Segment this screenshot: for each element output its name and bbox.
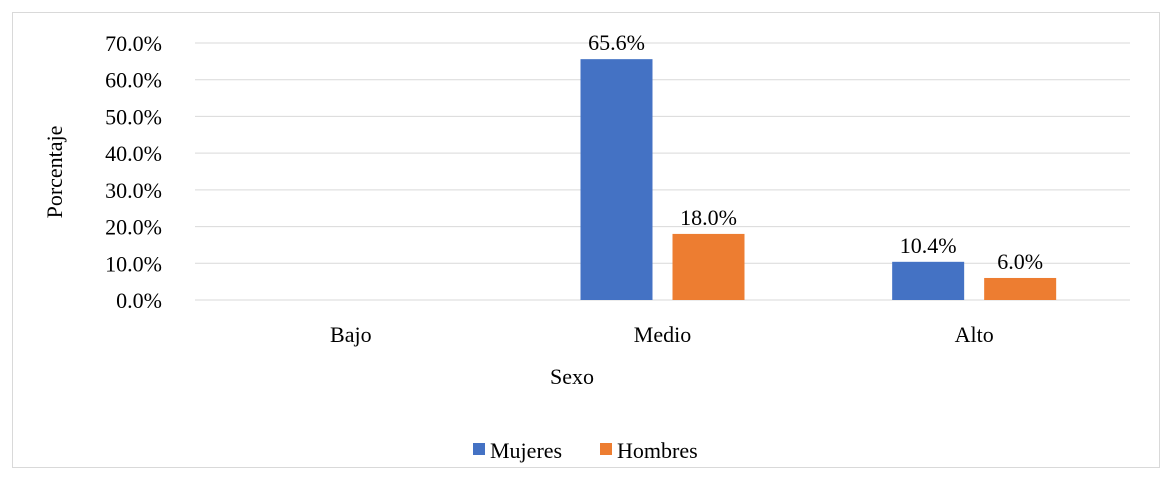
y-tick-label: 20.0% xyxy=(105,215,162,240)
y-tick-label: 70.0% xyxy=(105,31,162,56)
data-label: 10.4% xyxy=(900,233,957,258)
x-axis-title: Sexo xyxy=(550,364,594,389)
bar-mujeres xyxy=(580,59,653,301)
x-category-label: Alto xyxy=(955,322,994,347)
bar-mujeres xyxy=(892,261,965,300)
y-tick-label: 60.0% xyxy=(105,68,162,93)
legend-swatch-mujeres xyxy=(473,443,485,455)
y-tick-label: 30.0% xyxy=(105,178,162,203)
bar-hombres xyxy=(672,233,745,300)
y-tick-label: 0.0% xyxy=(116,288,162,313)
legend: Mujeres Hombres xyxy=(473,438,698,463)
data-label: 18.0% xyxy=(680,205,737,230)
x-category-label: Bajo xyxy=(330,322,372,347)
y-tick-label: 10.0% xyxy=(105,251,162,276)
y-axis-ticks: 0.0% 10.0% 20.0% 30.0% 40.0% 50.0% 60.0% 70.0% xyxy=(105,31,162,313)
bars xyxy=(580,59,1057,301)
legend-label-mujeres: Mujeres xyxy=(490,438,562,463)
gridlines xyxy=(195,42,1130,301)
data-label: 6.0% xyxy=(997,249,1043,274)
x-category-label: Medio xyxy=(634,322,691,347)
bar-hombres xyxy=(984,277,1057,300)
data-label: 65.6% xyxy=(588,30,645,55)
y-tick-label: 50.0% xyxy=(105,104,162,129)
y-axis-title: Porcentaje xyxy=(42,126,67,219)
legend-swatch-hombres xyxy=(600,443,612,455)
y-tick-label: 40.0% xyxy=(105,141,162,166)
data-labels: 65.6% 18.0% 10.4% 6.0% xyxy=(588,30,1043,274)
x-axis-categories: Bajo Medio Alto xyxy=(330,322,994,347)
legend-label-hombres: Hombres xyxy=(617,438,698,463)
